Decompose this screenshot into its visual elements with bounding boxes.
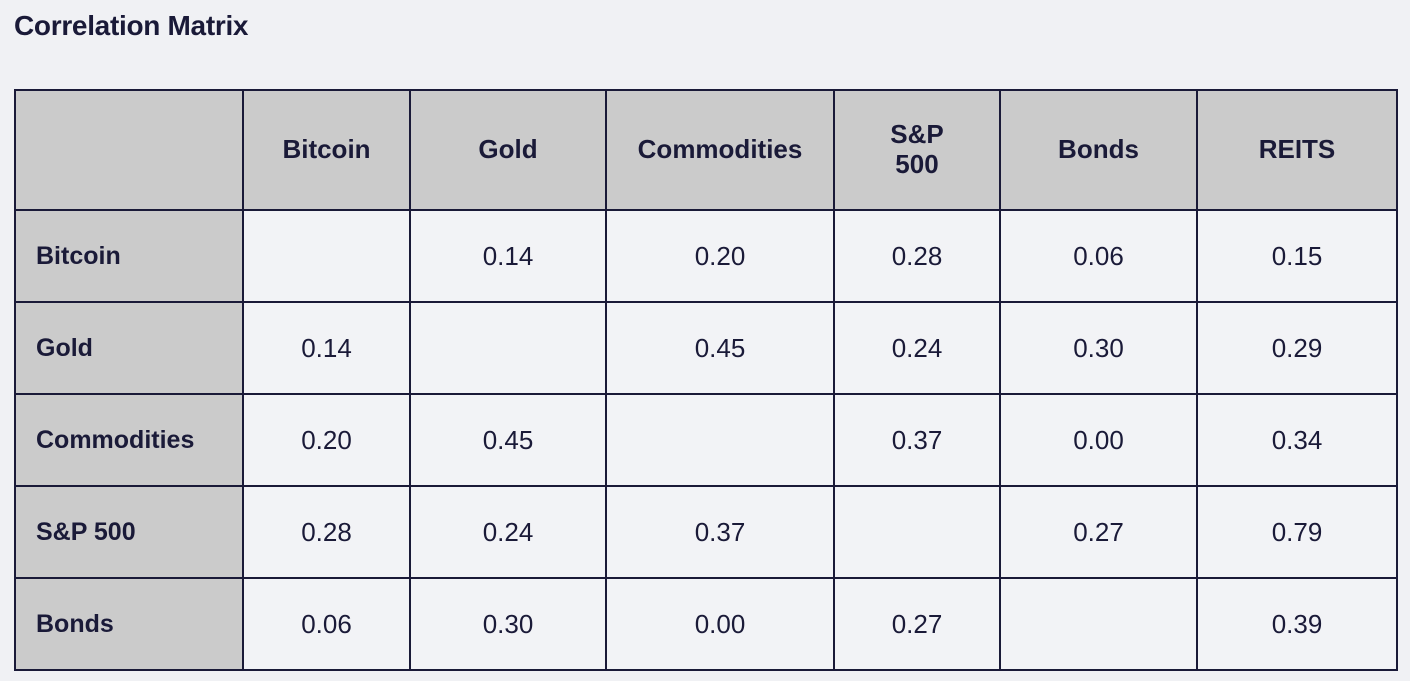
cell-sp500-gold: 0.24 — [409, 485, 607, 579]
cell-sp500-commodities: 0.37 — [605, 485, 835, 579]
table-row-sp500: S&P 500 0.28 0.24 0.37 0.27 0.79 — [14, 485, 1398, 579]
cell-bitcoin-bonds: 0.06 — [999, 209, 1198, 303]
table-row-bonds: Bonds 0.06 0.30 0.00 0.27 0.39 — [14, 577, 1398, 671]
correlation-matrix-table: Bitcoin Gold Commodities S&P 500 Bonds R… — [14, 89, 1398, 671]
table-row-commodities: Commodities 0.20 0.45 0.37 0.00 0.34 — [14, 393, 1398, 487]
cell-commodities-bonds: 0.00 — [999, 393, 1198, 487]
cell-bonds-bonds — [999, 577, 1198, 671]
cell-bonds-commodities: 0.00 — [605, 577, 835, 671]
table-row-bitcoin: Bitcoin 0.14 0.20 0.28 0.06 0.15 — [14, 209, 1398, 303]
column-header-bitcoin: Bitcoin — [242, 89, 411, 211]
cell-sp500-reits: 0.79 — [1196, 485, 1398, 579]
cell-commodities-bitcoin: 0.20 — [242, 393, 411, 487]
column-header-reits: REITS — [1196, 89, 1398, 211]
cell-commodities-commodities — [605, 393, 835, 487]
cell-commodities-sp500: 0.37 — [833, 393, 1001, 487]
cell-gold-commodities: 0.45 — [605, 301, 835, 395]
cell-gold-sp500: 0.24 — [833, 301, 1001, 395]
cell-sp500-bonds: 0.27 — [999, 485, 1198, 579]
cell-bonds-gold: 0.30 — [409, 577, 607, 671]
table-row-gold: Gold 0.14 0.45 0.24 0.30 0.29 — [14, 301, 1398, 395]
row-header-sp500: S&P 500 — [14, 485, 244, 579]
row-header-gold: Gold — [14, 301, 244, 395]
column-header-gold: Gold — [409, 89, 607, 211]
row-header-commodities: Commodities — [14, 393, 244, 487]
cell-gold-bitcoin: 0.14 — [242, 301, 411, 395]
cell-gold-bonds: 0.30 — [999, 301, 1198, 395]
row-header-bonds: Bonds — [14, 577, 244, 671]
column-header-bonds: Bonds — [999, 89, 1198, 211]
cell-sp500-sp500 — [833, 485, 1001, 579]
cell-sp500-bitcoin: 0.28 — [242, 485, 411, 579]
cell-gold-reits: 0.29 — [1196, 301, 1398, 395]
cell-bonds-bitcoin: 0.06 — [242, 577, 411, 671]
cell-bitcoin-gold: 0.14 — [409, 209, 607, 303]
header-row: Bitcoin Gold Commodities S&P 500 Bonds R… — [14, 89, 1398, 211]
cell-bonds-sp500: 0.27 — [833, 577, 1001, 671]
cell-bitcoin-sp500: 0.28 — [833, 209, 1001, 303]
cell-commodities-gold: 0.45 — [409, 393, 607, 487]
row-header-bitcoin: Bitcoin — [14, 209, 244, 303]
cell-bitcoin-reits: 0.15 — [1196, 209, 1398, 303]
cell-bitcoin-bitcoin — [242, 209, 411, 303]
cell-bitcoin-commodities: 0.20 — [605, 209, 835, 303]
column-header-sp500: S&P 500 — [833, 89, 1001, 211]
cell-gold-gold — [409, 301, 607, 395]
column-header-commodities: Commodities — [605, 89, 835, 211]
cell-commodities-reits: 0.34 — [1196, 393, 1398, 487]
corner-cell — [14, 89, 244, 211]
cell-bonds-reits: 0.39 — [1196, 577, 1398, 671]
page-title: Correlation Matrix — [14, 10, 249, 41]
